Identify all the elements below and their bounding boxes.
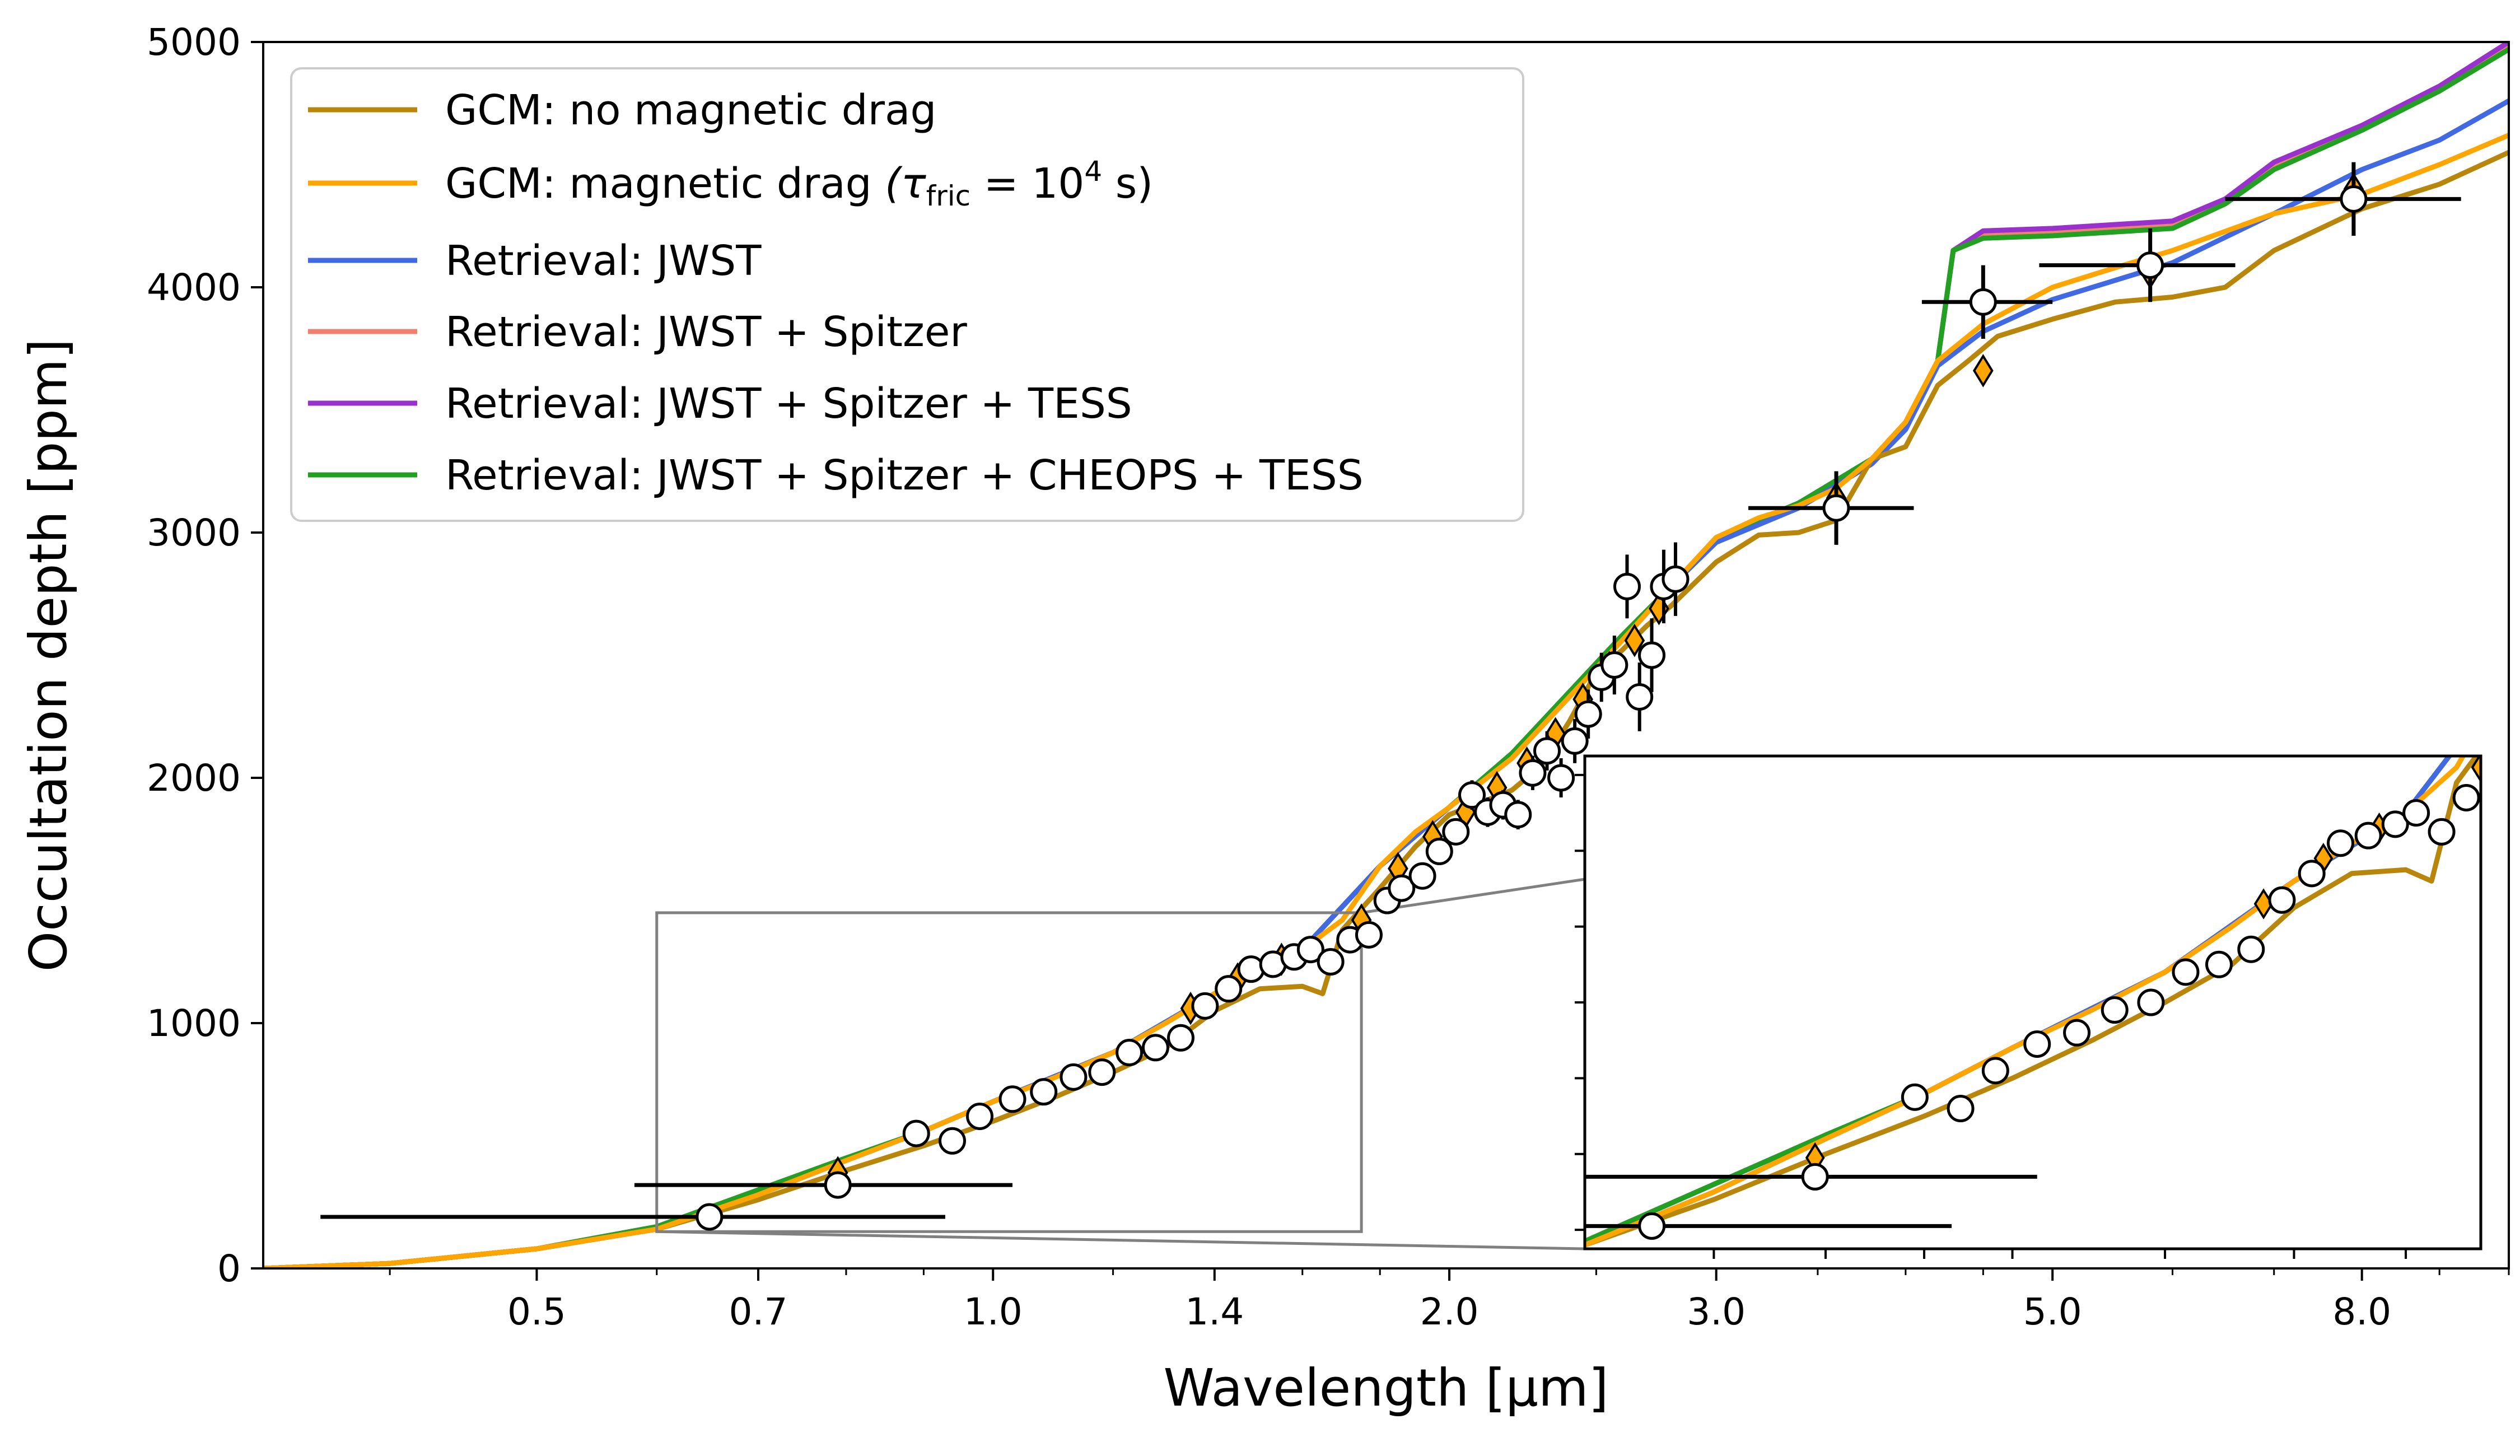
y-tick-label: 0 xyxy=(217,1247,241,1290)
observation-point xyxy=(1458,781,1486,809)
inset-observation-point xyxy=(2298,860,2326,888)
x-tick-label: 5.0 xyxy=(2023,1290,2082,1333)
ticks-layer: 0 1000 2000 3000 4000 5000 0.5 0.7 1.0 1.4 2.0 3.0 5… xyxy=(147,21,2510,1333)
observation-point xyxy=(939,1127,967,1155)
inset-observation-point xyxy=(2268,886,2296,914)
legend: GCM: no magnetic drag GCM: magnetic drag… xyxy=(290,67,1524,522)
model-point-diamond xyxy=(1624,623,1645,657)
observation-point xyxy=(2340,185,2368,213)
observation-point xyxy=(1533,737,1561,765)
y-tick-label: 3000 xyxy=(147,511,241,554)
x-tick-label: 3.0 xyxy=(1687,1290,1746,1333)
legend-box xyxy=(290,67,1524,522)
inset-observation-point xyxy=(1801,1163,1829,1191)
observation-point xyxy=(1141,1034,1169,1062)
inset-observation-point xyxy=(2428,818,2456,846)
x-axis-title: Wavelength [μm] xyxy=(1164,1358,1609,1418)
observation-point xyxy=(966,1102,994,1130)
inset-observation-point xyxy=(2327,829,2355,857)
observation-point xyxy=(1613,572,1641,600)
inset-observation-point xyxy=(1947,1095,1975,1123)
observation-point xyxy=(1296,936,1324,964)
inset-panel xyxy=(1575,754,2482,1259)
y-tick-label: 2000 xyxy=(147,757,241,800)
observation-point xyxy=(1237,955,1265,983)
observation-point xyxy=(1442,818,1470,846)
observation-point xyxy=(1388,874,1416,902)
inset-observation-point xyxy=(2172,958,2200,986)
observation-point xyxy=(1969,288,1997,316)
legend-label-gcm-drag: GCM: magnetic drag (τfric = 104 s) xyxy=(445,155,1153,212)
zoom-box xyxy=(655,911,1363,1233)
inset-observation-point xyxy=(2402,799,2430,827)
observation-point xyxy=(1561,727,1589,755)
zoom-indicator xyxy=(655,878,1585,1250)
observation-point xyxy=(1088,1058,1116,1086)
x-tick-label: 1.4 xyxy=(1185,1290,1244,1333)
y-tick-label: 5000 xyxy=(147,21,241,64)
observation-point xyxy=(1030,1078,1058,1106)
observation-point xyxy=(1600,651,1628,679)
observation-point xyxy=(1408,862,1436,890)
x-tick-label: 0.7 xyxy=(729,1290,787,1333)
observation-point xyxy=(1822,494,1850,522)
inset-observation-point xyxy=(2381,810,2409,838)
observation-point xyxy=(696,1203,724,1231)
observation-point xyxy=(1519,759,1547,787)
observation-point xyxy=(902,1119,930,1147)
observation-point xyxy=(2136,251,2164,279)
inset-observation-point xyxy=(2101,996,2129,1024)
inset-observation-point xyxy=(2063,1019,2091,1047)
observation-point xyxy=(1116,1039,1144,1067)
inset-observation-point xyxy=(1981,1057,2009,1085)
inset-observation-point xyxy=(2205,950,2233,978)
observation-point xyxy=(998,1085,1026,1113)
y-axis-title: Occultation depth [ppm] xyxy=(18,339,78,972)
inset-observation-point xyxy=(2452,783,2480,811)
points-layer xyxy=(320,162,2461,1231)
legend-label-retrieval-jwst-spitzer-tess: Retrieval: JWST + Spitzer + TESS xyxy=(445,380,1132,428)
y-tick-label: 4000 xyxy=(147,266,241,309)
observation-point xyxy=(824,1171,852,1199)
observation-point xyxy=(1191,992,1219,1020)
observation-point xyxy=(1060,1063,1088,1091)
legend-label-retrieval-all: Retrieval: JWST + Spitzer + CHEOPS + TES… xyxy=(445,451,1364,500)
inset-series-line-gcm-no-magnetic-drag xyxy=(1585,756,2480,1248)
plot-frame xyxy=(262,41,2510,1270)
inset-observation-point xyxy=(2237,935,2265,963)
observation-point xyxy=(1317,948,1345,976)
observation-point xyxy=(1574,700,1602,728)
observation-point xyxy=(1547,764,1575,792)
inset-model-point-diamond xyxy=(2471,756,2481,783)
observation-point xyxy=(1355,921,1383,949)
zoom-connector-bottom xyxy=(656,1230,1585,1250)
inset-observation-point xyxy=(1638,1212,1666,1240)
inset-observation-point xyxy=(1901,1083,1929,1111)
legend-label-retrieval-jwst-spitzer: Retrieval: JWST + Spitzer xyxy=(445,308,967,356)
observation-point xyxy=(1662,565,1690,593)
observation-point xyxy=(1638,641,1666,669)
observation-point xyxy=(1425,837,1453,865)
observation-point xyxy=(1504,801,1532,829)
observation-point xyxy=(1215,975,1243,1003)
model-point-diamond xyxy=(1972,354,1994,388)
inset-plot-area xyxy=(1585,756,2481,1248)
legend-label-retrieval-jwst: Retrieval: JWST xyxy=(445,237,762,285)
inset-observation-point xyxy=(2023,1030,2051,1058)
observation-point xyxy=(1166,1024,1194,1052)
x-tick-label: 0.5 xyxy=(507,1290,566,1333)
y-tick-label: 1000 xyxy=(147,1002,241,1045)
legend-label-gcm-no-drag: GCM: no magnetic drag xyxy=(445,86,936,134)
observation-point xyxy=(1626,683,1654,711)
inset-series-line-retrieval-jwst-spitzer-cheops-tess xyxy=(1585,756,2453,1244)
x-tick-label: 8.0 xyxy=(2332,1290,2391,1333)
inset-observation-point xyxy=(2137,988,2165,1016)
x-tick-label: 2.0 xyxy=(1420,1290,1479,1333)
x-tick-label: 1.0 xyxy=(964,1290,1023,1333)
inset-observation-point xyxy=(2354,822,2382,850)
